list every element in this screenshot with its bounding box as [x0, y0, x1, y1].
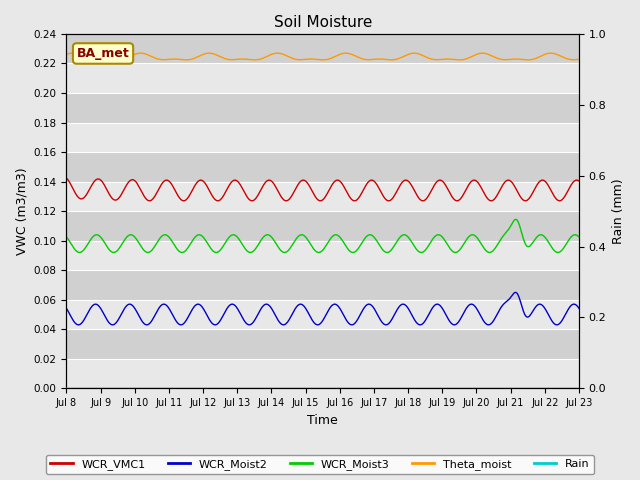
- Bar: [67, 63, 579, 93]
- Y-axis label: Rain (mm): Rain (mm): [612, 179, 625, 244]
- Bar: [67, 270, 579, 300]
- Bar: [67, 329, 579, 359]
- Bar: [67, 34, 579, 63]
- Bar: [67, 122, 579, 152]
- Bar: [67, 211, 579, 240]
- Bar: [67, 359, 579, 388]
- X-axis label: Time: Time: [307, 414, 338, 427]
- Bar: [67, 300, 579, 329]
- Y-axis label: VWC (m3/m3): VWC (m3/m3): [15, 168, 28, 255]
- Bar: [67, 93, 579, 122]
- Text: BA_met: BA_met: [77, 47, 129, 60]
- Bar: [67, 240, 579, 270]
- Bar: [67, 152, 579, 181]
- Title: Soil Moisture: Soil Moisture: [273, 15, 372, 30]
- Bar: [67, 181, 579, 211]
- Legend: WCR_VMC1, WCR_Moist2, WCR_Moist3, Theta_moist, Rain: WCR_VMC1, WCR_Moist2, WCR_Moist3, Theta_…: [46, 455, 594, 474]
